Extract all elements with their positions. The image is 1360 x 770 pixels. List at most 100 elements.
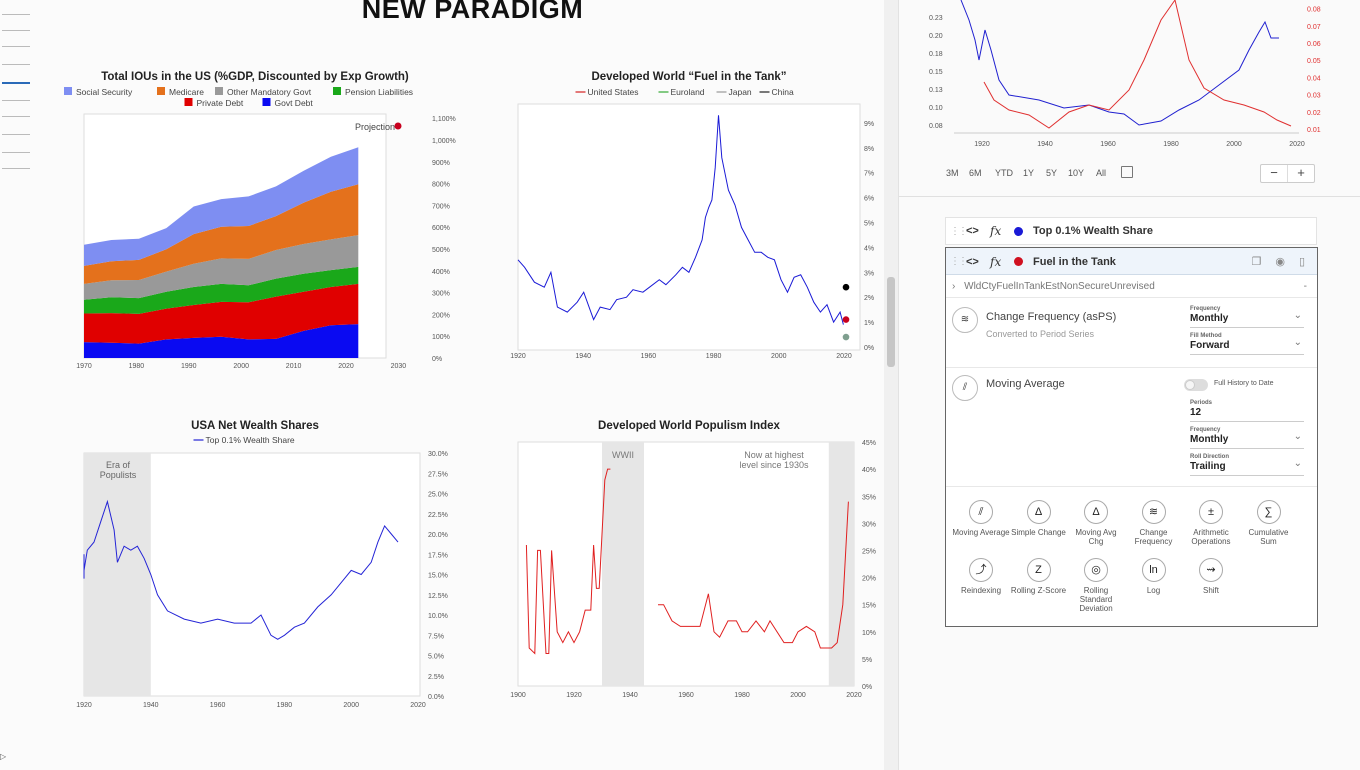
area-govt-debt xyxy=(84,324,359,358)
chart-wealth-shares[interactable]: USA Net Wealth Shares Top 0.1% Wealth Sh… xyxy=(56,412,476,716)
range-button-5y[interactable]: 5Y xyxy=(1046,168,1058,178)
scrollbar-thumb[interactable] xyxy=(887,277,895,367)
zoom-in-button[interactable]: + xyxy=(1287,165,1314,182)
series-row-top-wealth[interactable]: ⋮⋮ <> fx Top 0.1% Wealth Share xyxy=(945,217,1317,245)
legend-label: China xyxy=(772,87,794,97)
x-tick-label: 1940 xyxy=(143,702,159,709)
transform-title: Moving Average xyxy=(986,378,1065,390)
tool-label: Rolling Z-Score xyxy=(1010,586,1067,595)
series-row-fuel[interactable]: ⋮⋮ <> fx Fuel in the Tank ❐ ◉ ▯ xyxy=(946,248,1317,275)
y-tick-label: 800% xyxy=(432,182,450,189)
x-tick-label: 1980 xyxy=(706,353,722,360)
tool-zscore[interactable]: Z Rolling Z-Score xyxy=(1010,558,1068,595)
chevron-down-icon: ⌄ xyxy=(1293,458,1302,469)
fill-method-select[interactable]: Fill Method Forward ⌄ xyxy=(1190,333,1304,355)
reindex-icon: ⤴ xyxy=(969,558,993,582)
tool-delta-ma[interactable]: Δ Moving Avg Chg xyxy=(1067,500,1125,546)
trash-icon[interactable]: ▯ xyxy=(1298,256,1305,268)
drag-handle-icon[interactable]: ⋮⋮ xyxy=(950,256,968,267)
x-tick-label: 1920 xyxy=(76,702,92,709)
chart-fuel-in-the-tank[interactable]: Developed World “Fuel in the Tank” Unite… xyxy=(510,64,888,376)
left-tick-label: 0.18 xyxy=(929,51,943,58)
transform-subtitle: Converted to Period Series xyxy=(986,329,1095,339)
chevron-down-icon: ⌄ xyxy=(1293,310,1302,321)
y-tick-label: 25% xyxy=(862,549,876,556)
eye-icon[interactable]: ◉ xyxy=(1275,256,1285,268)
range-button-3m[interactable]: 3M xyxy=(946,168,959,178)
code-toggle-icon[interactable]: <> xyxy=(966,255,979,268)
range-button-all[interactable]: All xyxy=(1096,168,1107,178)
x-tick-label: 2000 xyxy=(790,692,806,699)
tool-log[interactable]: ln Log xyxy=(1125,558,1183,595)
transform-change-frequency[interactable]: ≋ Change Frequency (asPS) Converted to P… xyxy=(946,299,1317,368)
collapse-icon[interactable]: - xyxy=(1303,281,1307,292)
preview-chart[interactable]: 0.080.100.130.150.180.200.23 0.010.020.0… xyxy=(899,0,1360,160)
tool-std-dev[interactable]: ◎ Rolling Standard Deviation xyxy=(1067,558,1125,613)
fx-icon[interactable]: fx xyxy=(990,224,1002,238)
outline-item[interactable] xyxy=(2,168,30,169)
calendar-icon[interactable] xyxy=(1121,166,1133,178)
copy-icon[interactable]: ❐ xyxy=(1251,256,1262,268)
tool-shift[interactable]: ⇝ Shift xyxy=(1182,558,1240,595)
zoom-out-button[interactable]: − xyxy=(1270,165,1278,180)
main-scrollbar[interactable] xyxy=(884,0,898,770)
outline-item[interactable] xyxy=(2,64,30,65)
outline-item-active[interactable] xyxy=(2,82,30,84)
outline-item[interactable] xyxy=(2,46,30,47)
outline-item[interactable] xyxy=(2,30,30,31)
code-toggle-icon[interactable]: <> xyxy=(966,225,979,237)
transform-title: Change Frequency (asPS) xyxy=(986,311,1117,323)
recent-shade xyxy=(828,442,854,686)
tool-label: Change Frequency xyxy=(1134,528,1173,546)
chart-ious[interactable]: Total IOUs in the US (%GDP, Discounted b… xyxy=(56,64,476,376)
y-tick-label: 7.5% xyxy=(428,633,444,640)
outline-item[interactable] xyxy=(2,134,30,135)
expand-arrow-icon[interactable]: ▷ xyxy=(0,752,7,761)
area-series xyxy=(84,147,359,358)
range-button-6m[interactable]: 6M xyxy=(969,168,982,178)
projection-label: Projection xyxy=(355,122,395,132)
frequency-select[interactable]: Frequency Monthly ⌄ xyxy=(1190,427,1304,449)
y-tick-label: 15% xyxy=(862,603,876,610)
series-editor: ⋮⋮ <> fx Fuel in the Tank ❐ ◉ ▯ › WldCty… xyxy=(945,247,1318,627)
tool-arithmetic[interactable]: ± Arithmetic Operations xyxy=(1182,500,1240,546)
legend-label: United States xyxy=(588,87,639,97)
transform-moving-average[interactable]: ⫽ Moving Average Full History to Date Pe… xyxy=(946,369,1317,487)
outline-item[interactable] xyxy=(2,116,30,117)
x-tick-label: 2000 xyxy=(343,702,359,709)
zoom-controls[interactable]: − + xyxy=(1260,164,1315,183)
roll-direction-select[interactable]: Roll Direction Trailing ⌄ xyxy=(1190,454,1304,476)
outline-nav[interactable] xyxy=(0,0,32,180)
x-tick-label: 1980 xyxy=(129,363,145,370)
full-history-toggle[interactable] xyxy=(1184,379,1208,391)
tool-delta[interactable]: Δ Simple Change xyxy=(1010,500,1068,537)
chart-populism-index[interactable]: Developed World Populism Index WWII Now a… xyxy=(510,412,888,716)
y-tick-label: 15.0% xyxy=(428,573,448,580)
outline-item[interactable] xyxy=(2,152,30,153)
y-axis: 0% 5% 10% 15% 20% 25% 30% 35% 40% 45% xyxy=(862,440,876,691)
tool-moving-average[interactable]: ⫽ Moving Average xyxy=(952,500,1010,537)
tool-reindex[interactable]: ⤴ Reindexing xyxy=(952,558,1010,595)
chevron-right-icon[interactable]: › xyxy=(952,281,956,292)
x-axis: 1920 1940 1960 1980 2000 2020 xyxy=(76,702,426,709)
series-code-line[interactable]: › WldCtyFuelInTankEstNonSecureUnrevised … xyxy=(946,276,1317,298)
field-value: Monthly xyxy=(1190,313,1229,324)
y-tick-label: 4% xyxy=(864,245,874,252)
range-button-10y[interactable]: 10Y xyxy=(1068,168,1085,178)
outline-item[interactable] xyxy=(2,14,30,15)
range-button-1y[interactable]: 1Y xyxy=(1023,168,1035,178)
series-header-fuel[interactable]: ⋮⋮ <> fx Fuel in the Tank ❐ ◉ ▯ xyxy=(946,248,1317,275)
periods-input[interactable]: Periods 12 xyxy=(1190,400,1304,422)
outline-item[interactable] xyxy=(2,100,30,101)
range-button-ytd[interactable]: YTD xyxy=(995,168,1013,178)
tool-change-frequency[interactable]: ≋ Change Frequency xyxy=(1125,500,1183,546)
page-title: NEW PARADIGM xyxy=(361,0,584,24)
y-tick-label: 30% xyxy=(862,521,876,528)
field-value: Forward xyxy=(1190,340,1230,351)
tool-cumulative-sum[interactable]: ∑ Cumulative Sum xyxy=(1240,500,1298,546)
drag-handle-icon[interactable]: ⋮⋮ xyxy=(950,225,968,237)
right-tick-label: 0.07 xyxy=(1307,24,1321,31)
frequency-select[interactable]: Frequency Monthly ⌄ xyxy=(1190,306,1304,328)
fx-icon[interactable]: fx xyxy=(990,254,1002,269)
wealth-line-path xyxy=(83,499,399,640)
